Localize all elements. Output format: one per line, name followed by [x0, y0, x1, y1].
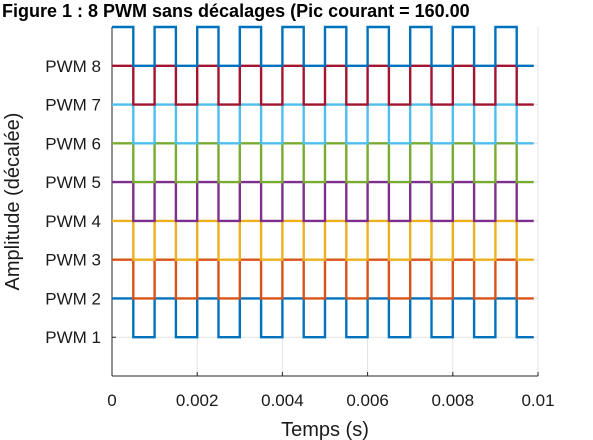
- pwm-series-line-2: [112, 258, 534, 300]
- y-tick-label-2: PWM 3: [45, 251, 101, 270]
- pwm-series-line-3: [112, 219, 534, 261]
- pwm-series-line-1: [112, 297, 534, 339]
- pwm-series-line-8: [112, 25, 534, 67]
- tick-labels: 0 0.002 0.004 0.006 0.008 0.01 PWM 1 PWM 2 PWM 3…: [45, 57, 554, 410]
- x-tick-label-1: 0.002: [176, 391, 219, 410]
- y-tick-label-6: PWM 7: [45, 96, 101, 115]
- pwm-series-line-6: [112, 103, 534, 145]
- pwm-series-line-7: [112, 64, 534, 106]
- y-axis-label: Amplitude (décalée): [2, 113, 24, 291]
- series-layer: [112, 25, 534, 339]
- x-tick-label-5: 0.01: [521, 391, 554, 410]
- y-tick-label-0: PWM 1: [45, 328, 101, 347]
- chart-title: Figure 1 : 8 PWM sans décalages (Pic cou…: [2, 1, 470, 21]
- x-tick-label-2: 0.004: [261, 391, 304, 410]
- y-tick-label-1: PWM 2: [45, 289, 101, 308]
- axes: [111, 27, 539, 377]
- y-tick-label-3: PWM 4: [45, 212, 101, 231]
- x-tick-label-3: 0.006: [346, 391, 389, 410]
- pwm-series-line-4: [112, 180, 534, 223]
- x-axis-label: Temps (s): [281, 419, 369, 440]
- y-tick-label-4: PWM 5: [45, 173, 101, 192]
- x-tick-label-0: 0: [107, 391, 116, 410]
- x-tick-label-4: 0.008: [432, 391, 475, 410]
- y-tick-label-5: PWM 6: [45, 134, 101, 153]
- y-tick-label-7: PWM 8: [45, 57, 101, 76]
- pwm-series-line-5: [112, 142, 534, 184]
